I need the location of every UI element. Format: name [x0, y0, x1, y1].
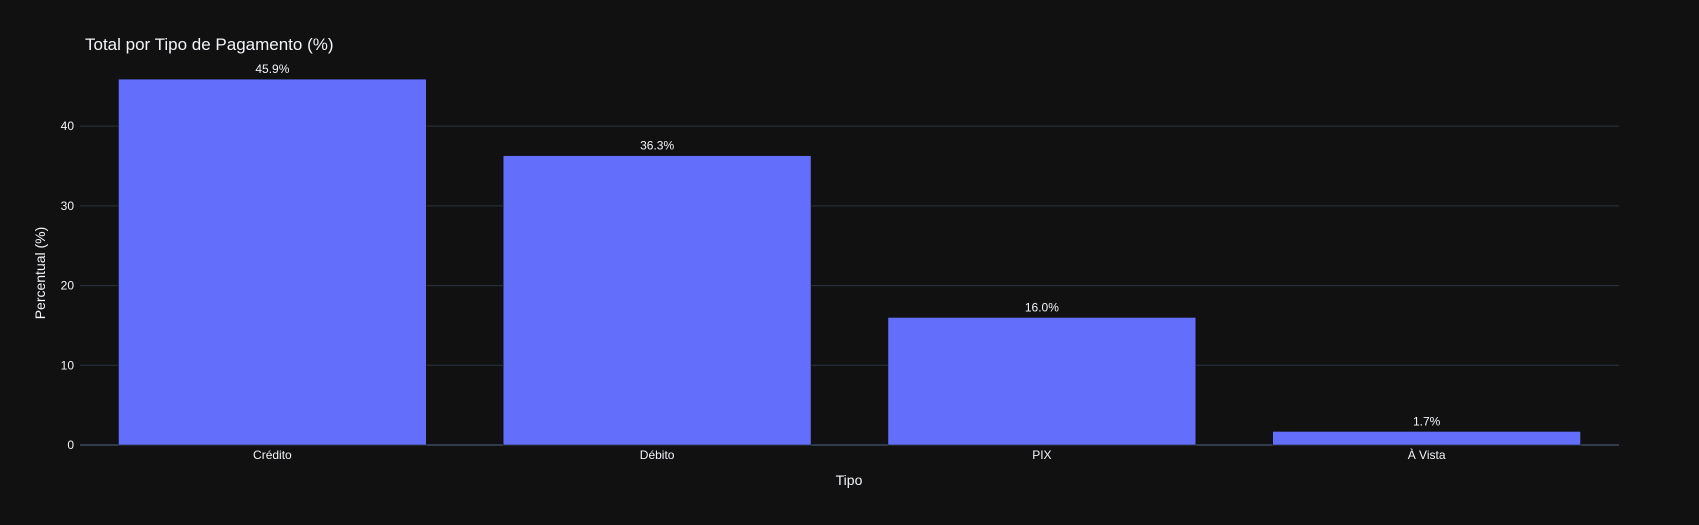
- x-axis-title: Tipo: [836, 472, 863, 488]
- bar-data-label: 1.7%: [1413, 414, 1441, 428]
- y-tick-label: 20: [61, 279, 75, 293]
- y-tick-label: 10: [61, 358, 75, 372]
- bar-data-label: 16.0%: [1025, 300, 1059, 314]
- chart-title: Total por Tipo de Pagamento (%): [85, 35, 334, 54]
- x-tick-label: PIX: [1032, 448, 1051, 462]
- bar: [118, 78, 427, 446]
- x-tick-label: À Vista: [1408, 447, 1446, 462]
- bar: [502, 155, 812, 446]
- x-tick-label: Crédito: [253, 448, 292, 462]
- y-axis-title: Percentual (%): [32, 227, 48, 320]
- bar: [1272, 431, 1581, 446]
- bar-data-label: 36.3%: [640, 139, 674, 153]
- x-tick-label: Débito: [640, 448, 675, 462]
- y-axis-ticks: 0 10 20 30 40: [61, 119, 75, 452]
- bars: [118, 78, 1581, 446]
- x-axis-ticks: Crédito Débito PIX À Vista: [253, 447, 1446, 462]
- bar: [887, 317, 1197, 446]
- y-tick-label: 0: [67, 438, 74, 452]
- y-tick-label: 40: [61, 119, 75, 133]
- bar-data-label: 45.9%: [255, 62, 289, 76]
- y-tick-label: 30: [61, 199, 75, 213]
- data-labels: 45.9% 36.3% 16.0% 1.7%: [255, 62, 1440, 428]
